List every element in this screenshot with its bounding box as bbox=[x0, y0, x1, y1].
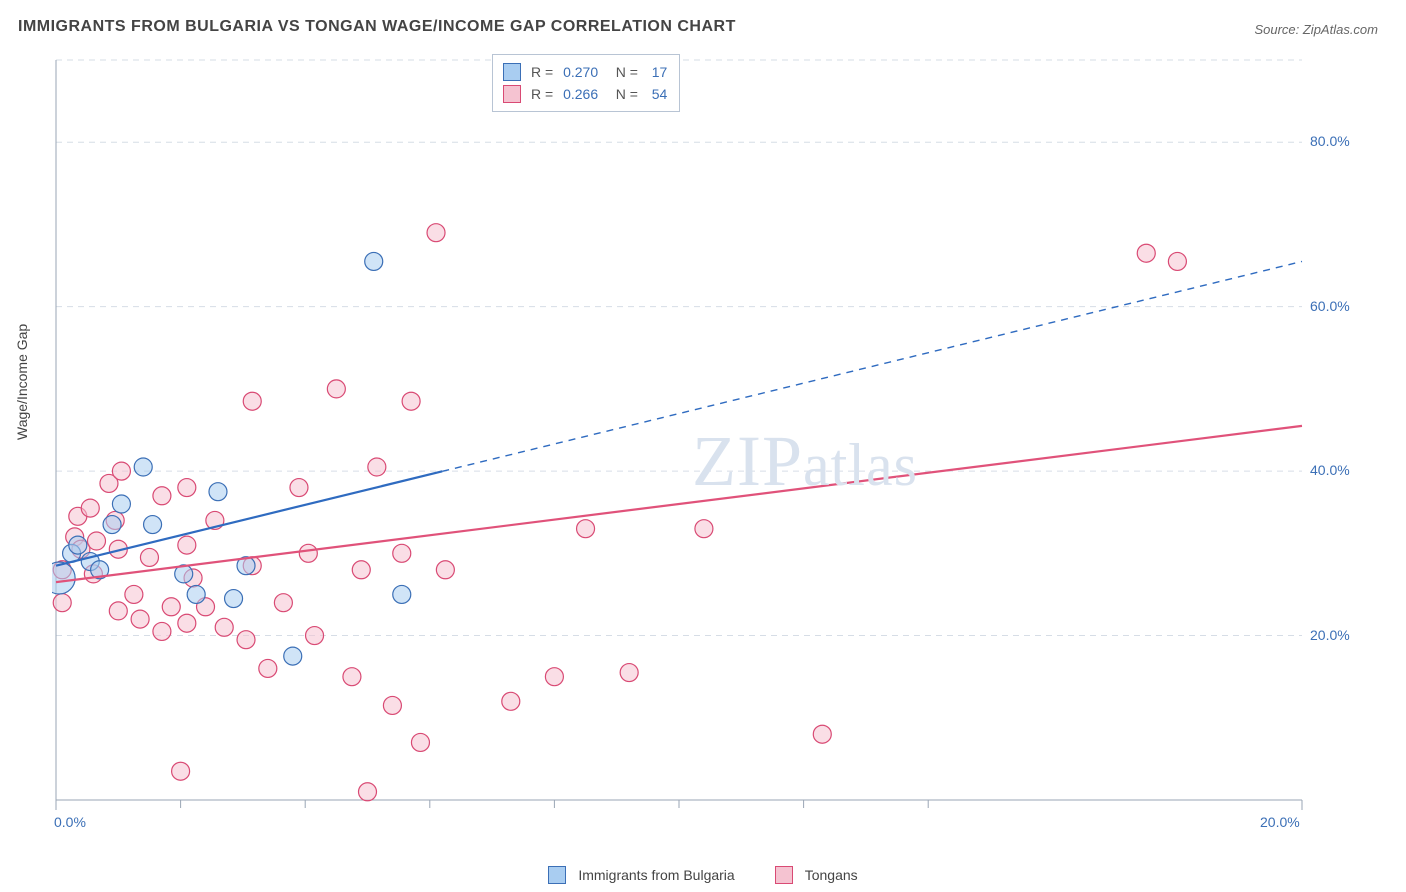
scatter-point bbox=[502, 692, 520, 710]
legend-swatch bbox=[503, 63, 521, 81]
scatter-point bbox=[140, 548, 158, 566]
y-tick-label: 40.0% bbox=[1310, 462, 1350, 478]
chart-title: IMMIGRANTS FROM BULGARIA VS TONGAN WAGE/… bbox=[18, 18, 736, 36]
stat-n-label: N = bbox=[604, 83, 642, 105]
scatter-point bbox=[1168, 252, 1186, 270]
scatter-point bbox=[144, 516, 162, 534]
legend-swatch bbox=[775, 866, 793, 884]
scatter-point bbox=[813, 725, 831, 743]
scatter-point bbox=[695, 520, 713, 538]
trend-line bbox=[56, 426, 1302, 582]
stat-r-value: 0.266 bbox=[563, 83, 598, 105]
scatter-point bbox=[53, 594, 71, 612]
y-tick-label: 60.0% bbox=[1310, 298, 1350, 314]
scatter-point bbox=[69, 536, 87, 554]
stat-r-label: R = bbox=[531, 83, 557, 105]
scatter-point bbox=[81, 499, 99, 517]
scatter-point bbox=[577, 520, 595, 538]
x-tick-label: 0.0% bbox=[54, 814, 86, 830]
legend-label: Tongans bbox=[805, 867, 858, 883]
scatter-point bbox=[134, 458, 152, 476]
legend-item: Immigrants from Bulgaria bbox=[548, 866, 734, 884]
source-credit: Source: ZipAtlas.com bbox=[1254, 22, 1378, 37]
scatter-point bbox=[112, 462, 130, 480]
scatter-point bbox=[299, 544, 317, 562]
scatter-point bbox=[274, 594, 292, 612]
scatter-point bbox=[383, 696, 401, 714]
scatter-point bbox=[436, 561, 454, 579]
stats-legend-row: R = 0.270 N = 17 bbox=[503, 61, 667, 83]
stats-legend-row: R = 0.266 N = 54 bbox=[503, 83, 667, 105]
scatter-point bbox=[352, 561, 370, 579]
legend-item: Tongans bbox=[775, 866, 858, 884]
scatter-point bbox=[215, 618, 233, 636]
scatter-point bbox=[153, 622, 171, 640]
scatter-point bbox=[427, 224, 445, 242]
scatter-point bbox=[243, 392, 261, 410]
scatter-point bbox=[187, 585, 205, 603]
y-tick-label: 20.0% bbox=[1310, 627, 1350, 643]
scatter-point bbox=[368, 458, 386, 476]
scatter-point bbox=[545, 668, 563, 686]
scatter-point bbox=[365, 252, 383, 270]
scatter-point bbox=[620, 664, 638, 682]
scatter-point bbox=[153, 487, 171, 505]
scatter-point bbox=[306, 627, 324, 645]
scatter-point bbox=[131, 610, 149, 628]
scatter-point bbox=[327, 380, 345, 398]
scatter-svg bbox=[52, 50, 1362, 840]
legend-label: Immigrants from Bulgaria bbox=[578, 867, 734, 883]
scatter-point bbox=[259, 659, 277, 677]
scatter-point bbox=[290, 479, 308, 497]
scatter-point bbox=[162, 598, 180, 616]
stat-n-value: 17 bbox=[648, 61, 667, 83]
scatter-point bbox=[393, 544, 411, 562]
scatter-point bbox=[178, 479, 196, 497]
chart-container: IMMIGRANTS FROM BULGARIA VS TONGAN WAGE/… bbox=[0, 0, 1406, 892]
scatter-point bbox=[209, 483, 227, 501]
scatter-point bbox=[178, 536, 196, 554]
plot-area: R = 0.270 N = 17R = 0.266 N = 54 ZIPatla… bbox=[52, 50, 1362, 840]
scatter-point bbox=[178, 614, 196, 632]
scatter-point bbox=[172, 762, 190, 780]
stats-legend-box: R = 0.270 N = 17R = 0.266 N = 54 bbox=[492, 54, 680, 112]
source-value: ZipAtlas.com bbox=[1303, 22, 1378, 37]
source-label: Source: bbox=[1254, 22, 1302, 37]
stat-n-label: N = bbox=[604, 61, 642, 83]
scatter-point bbox=[393, 585, 411, 603]
scatter-point bbox=[103, 516, 121, 534]
scatter-point bbox=[125, 585, 143, 603]
scatter-point bbox=[284, 647, 302, 665]
scatter-point bbox=[343, 668, 361, 686]
y-tick-label: 80.0% bbox=[1310, 133, 1350, 149]
scatter-point bbox=[402, 392, 420, 410]
legend-swatch bbox=[548, 866, 566, 884]
y-axis-label: Wage/Income Gap bbox=[14, 324, 30, 440]
x-tick-label: 20.0% bbox=[1260, 814, 1300, 830]
stat-r-label: R = bbox=[531, 61, 557, 83]
scatter-point bbox=[52, 562, 75, 594]
stat-n-value: 54 bbox=[648, 83, 667, 105]
scatter-point bbox=[109, 602, 127, 620]
series-legend: Immigrants from Bulgaria Tongans bbox=[0, 866, 1406, 884]
trend-line-dashed bbox=[442, 261, 1302, 471]
stat-r-value: 0.270 bbox=[563, 61, 598, 83]
scatter-point bbox=[237, 631, 255, 649]
scatter-point bbox=[411, 733, 429, 751]
legend-swatch bbox=[503, 85, 521, 103]
scatter-point bbox=[225, 590, 243, 608]
scatter-point bbox=[359, 783, 377, 801]
scatter-point bbox=[112, 495, 130, 513]
scatter-point bbox=[1137, 244, 1155, 262]
scatter-point bbox=[87, 532, 105, 550]
